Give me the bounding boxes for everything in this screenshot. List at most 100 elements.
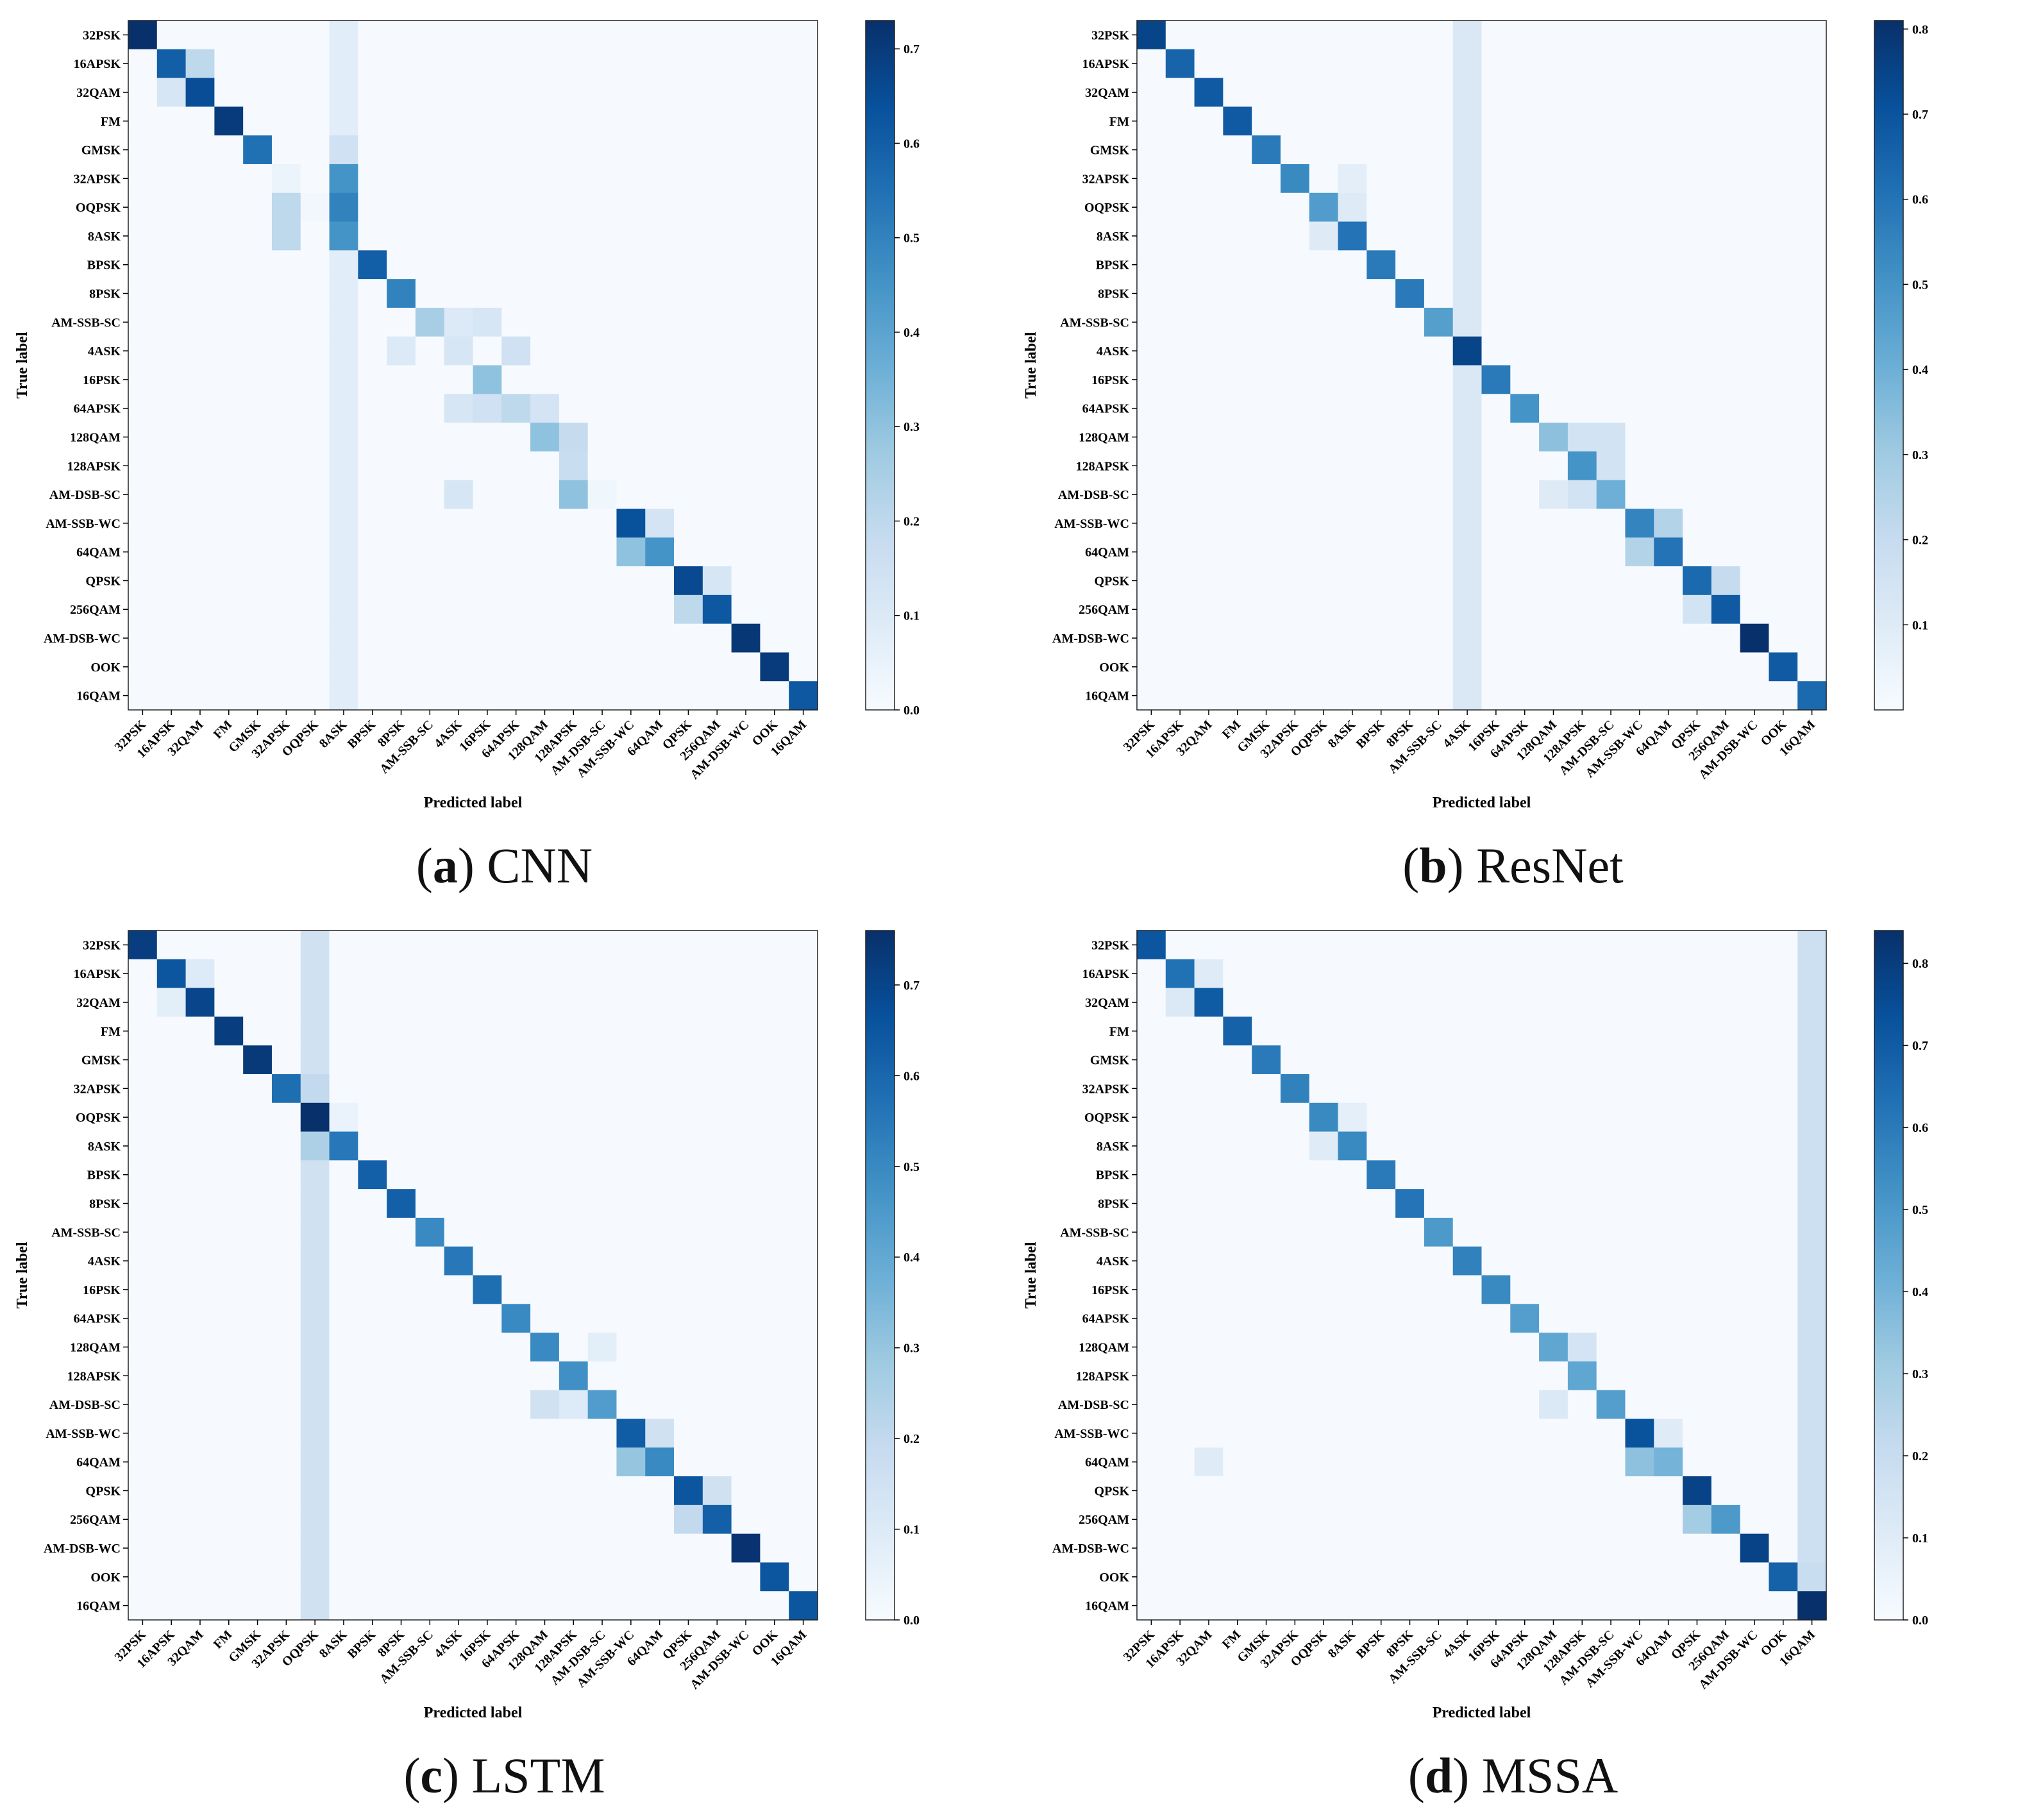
heatmap-cell (300, 135, 330, 165)
heatmap-cell (358, 1275, 387, 1304)
heatmap-cell (1481, 1304, 1511, 1333)
heatmap-cell (1481, 135, 1511, 165)
heatmap-cell (587, 49, 618, 79)
heatmap-cell (473, 1045, 502, 1075)
heatmap-cell (645, 78, 675, 107)
heatmap-cell (674, 1160, 703, 1190)
heatmap-cell (1596, 1419, 1626, 1448)
heatmap-cell (1567, 164, 1597, 194)
heatmap-cell (1596, 78, 1626, 107)
heatmap-cell (1194, 537, 1223, 567)
heatmap-cell (702, 336, 732, 366)
heatmap-cell (243, 106, 273, 136)
heatmap-cell (731, 423, 761, 452)
heatmap-cell (1252, 423, 1281, 452)
heatmap-cell (156, 1419, 187, 1448)
heatmap-cell (1711, 1361, 1741, 1391)
heatmap-cell (473, 1476, 502, 1506)
heatmap-cell (128, 509, 158, 538)
heatmap-cell (1280, 1102, 1310, 1133)
y-tick-label: 4ASK (88, 344, 121, 358)
heatmap-cell (559, 1189, 589, 1218)
heatmap-cell (156, 1447, 187, 1477)
heatmap-cell (128, 1390, 158, 1420)
heatmap-cell (1654, 959, 1683, 989)
heatmap-cell (1395, 1131, 1425, 1161)
heatmap-cell (415, 1217, 445, 1247)
heatmap-frame (1136, 930, 1827, 1621)
heatmap-cell (1280, 1562, 1310, 1592)
heatmap-cell (1740, 365, 1770, 394)
heatmap-cell (444, 106, 474, 136)
heatmap-cell (444, 1016, 474, 1046)
heatmap-cell (358, 1361, 387, 1391)
heatmap-cell (185, 164, 215, 194)
heatmap-cell (156, 1390, 187, 1420)
heatmap-cell (501, 623, 531, 653)
heatmap-cell (358, 1419, 387, 1448)
heatmap-cell (128, 336, 158, 366)
heatmap-cell (1137, 106, 1166, 136)
heatmap-cell (1165, 1160, 1195, 1190)
colorbar (865, 930, 895, 1621)
heatmap-cell (243, 1074, 273, 1104)
heatmap-cell (1481, 1333, 1511, 1362)
heatmap-cell (1567, 594, 1597, 625)
heatmap-cell (1137, 988, 1166, 1017)
heatmap-cell (243, 394, 273, 423)
heatmap-cell (1280, 307, 1310, 337)
heatmap-cell (702, 451, 732, 481)
heatmap-cell (214, 1275, 244, 1304)
heatmap-cell (358, 394, 387, 423)
heatmap-cell (358, 623, 387, 653)
heatmap-cell (329, 279, 358, 308)
heatmap-cell (1366, 1275, 1396, 1304)
panel-caption: (c) LSTM (403, 1748, 605, 1803)
heatmap-cell (616, 1160, 646, 1190)
heatmap-cell (156, 959, 187, 989)
heatmap-cell (444, 135, 474, 165)
heatmap-cell (1366, 1074, 1396, 1104)
heatmap-cell (1137, 394, 1166, 423)
heatmap-cell (358, 594, 387, 625)
heatmap-cell (185, 1045, 215, 1075)
heatmap-cell (300, 1246, 330, 1276)
heatmap-cell (1797, 681, 1827, 711)
heatmap-cell (1769, 78, 1798, 107)
heatmap-cell (1683, 365, 1712, 394)
heatmap-cell (1137, 1217, 1166, 1247)
heatmap-cell (645, 365, 675, 394)
heatmap-cell (271, 336, 301, 366)
heatmap-cell (1769, 1045, 1798, 1075)
heatmap-cell (587, 336, 618, 366)
heatmap-cell (1481, 1275, 1511, 1304)
heatmap-cell (271, 106, 301, 136)
heatmap-cell (1424, 307, 1454, 337)
heatmap-cell (616, 1045, 646, 1075)
colorbar-tick-label: 0.6 (1912, 1121, 1928, 1135)
heatmap-cell (789, 394, 818, 423)
heatmap-cell (1309, 307, 1339, 337)
heatmap-cell (1366, 307, 1396, 337)
heatmap-cell (444, 1476, 474, 1506)
heatmap-cell (1510, 78, 1540, 107)
heatmap-cell (1309, 566, 1339, 596)
heatmap-cell (1137, 1447, 1166, 1477)
heatmap-cell (702, 423, 732, 452)
heatmap-cell (1683, 1246, 1712, 1276)
heatmap-cell (1481, 959, 1511, 989)
heatmap-cell (1567, 1361, 1597, 1391)
heatmap-cell (387, 1591, 416, 1621)
heatmap-cell (760, 1333, 789, 1362)
heatmap-cell (702, 509, 732, 538)
heatmap-cell (1424, 1246, 1454, 1276)
y-tick-label: 16PSK (1091, 373, 1129, 387)
heatmap-cell (587, 365, 618, 394)
heatmap-cell (1596, 21, 1626, 50)
colorbar-tick-label: 0.3 (1912, 448, 1928, 462)
heatmap-cell (1567, 192, 1597, 223)
heatmap-cell (329, 1476, 358, 1506)
heatmap-cell (674, 1390, 703, 1420)
heatmap-cell (731, 1074, 761, 1104)
colorbar-tick-label: 0.3 (1912, 1367, 1928, 1381)
